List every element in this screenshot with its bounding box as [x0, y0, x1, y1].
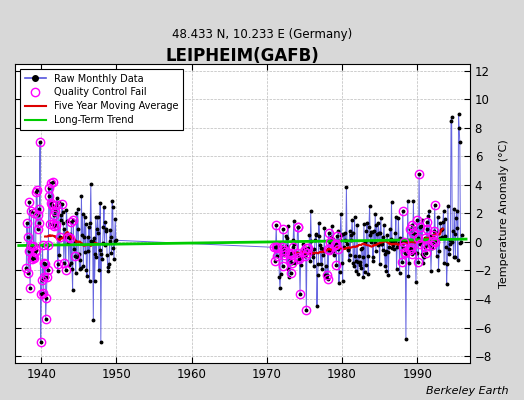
- Y-axis label: Temperature Anomaly (°C): Temperature Anomaly (°C): [499, 139, 509, 288]
- Legend: Raw Monthly Data, Quality Control Fail, Five Year Moving Average, Long-Term Tren: Raw Monthly Data, Quality Control Fail, …: [20, 69, 183, 130]
- Title: LEIPHEIM(GAFB): LEIPHEIM(GAFB): [166, 47, 319, 65]
- Text: Berkeley Earth: Berkeley Earth: [426, 386, 508, 396]
- Text: 48.433 N, 10.233 E (Germany): 48.433 N, 10.233 E (Germany): [172, 28, 352, 41]
